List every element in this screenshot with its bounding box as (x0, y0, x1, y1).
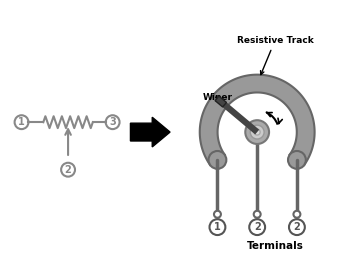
Text: 1: 1 (18, 117, 25, 127)
Text: Terminals: Terminals (246, 241, 303, 251)
Circle shape (214, 211, 221, 218)
Circle shape (254, 211, 261, 218)
Text: 2: 2 (294, 222, 300, 232)
Polygon shape (200, 75, 315, 165)
Circle shape (288, 151, 306, 169)
Circle shape (254, 129, 260, 135)
Circle shape (293, 211, 300, 218)
Circle shape (250, 125, 264, 139)
Circle shape (209, 151, 226, 169)
Text: 1: 1 (214, 222, 221, 232)
Polygon shape (215, 96, 226, 107)
Polygon shape (131, 117, 170, 147)
Text: Wiper: Wiper (203, 94, 233, 102)
Text: 2: 2 (65, 165, 71, 175)
Circle shape (245, 120, 269, 144)
Text: 2: 2 (254, 222, 260, 232)
Text: Resistive Track: Resistive Track (237, 36, 313, 74)
Text: 3: 3 (109, 117, 116, 127)
